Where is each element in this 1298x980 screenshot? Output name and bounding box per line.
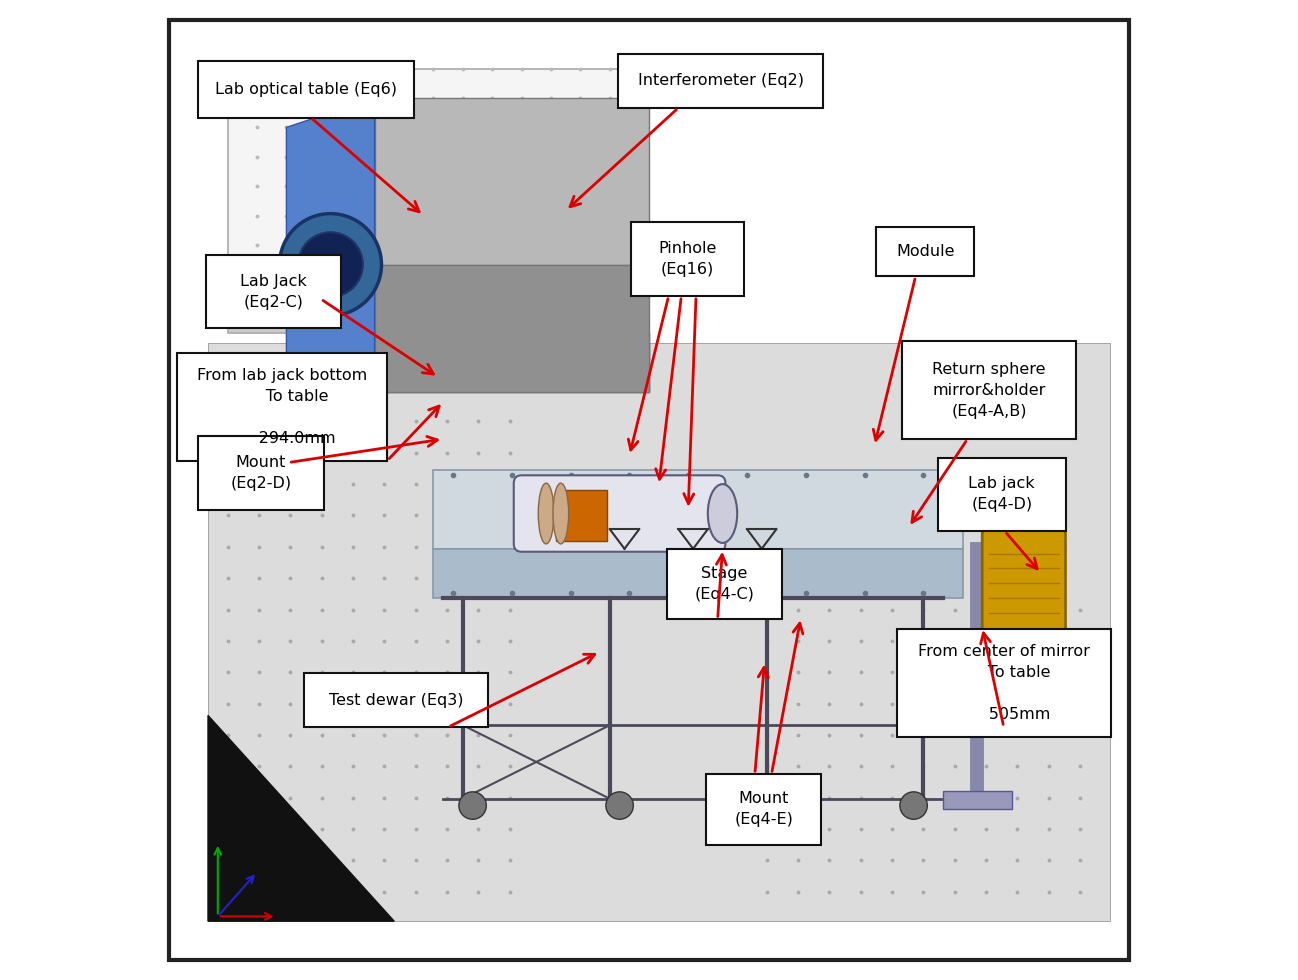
Text: From center of mirror
      To table

      505mm: From center of mirror To table 505mm [918, 644, 1090, 722]
FancyBboxPatch shape [206, 255, 341, 328]
Text: Lab jack
(Eq4-D): Lab jack (Eq4-D) [968, 476, 1035, 513]
FancyBboxPatch shape [983, 529, 1066, 632]
Text: From lab jack bottom
      To table

      294.0mm: From lab jack bottom To table 294.0mm [197, 368, 367, 446]
Text: Module: Module [896, 244, 954, 260]
FancyBboxPatch shape [667, 549, 783, 619]
Polygon shape [208, 343, 1110, 921]
Circle shape [279, 214, 382, 316]
Circle shape [763, 792, 790, 819]
Polygon shape [354, 333, 649, 392]
Circle shape [459, 792, 487, 819]
Text: Return sphere
mirror&holder
(Eq4-A,B): Return sphere mirror&holder (Eq4-A,B) [932, 362, 1046, 418]
FancyBboxPatch shape [944, 791, 1011, 808]
Text: Lab Jack: Lab Jack [462, 355, 532, 370]
Circle shape [299, 232, 363, 297]
Circle shape [606, 792, 633, 819]
Polygon shape [375, 98, 649, 265]
Text: Pinhole
(Eq16): Pinhole (Eq16) [658, 241, 716, 277]
Text: Stage
(Eq4-C): Stage (Eq4-C) [694, 566, 754, 602]
FancyBboxPatch shape [706, 774, 822, 845]
Text: Interferometer (Eq2): Interferometer (Eq2) [637, 74, 803, 88]
FancyBboxPatch shape [948, 637, 972, 676]
FancyBboxPatch shape [876, 227, 975, 276]
Text: Test dewar (Eq3): Test dewar (Eq3) [328, 693, 463, 708]
Ellipse shape [707, 484, 737, 543]
Polygon shape [208, 715, 395, 921]
FancyBboxPatch shape [514, 475, 726, 552]
Polygon shape [227, 69, 649, 265]
FancyBboxPatch shape [556, 490, 607, 541]
Text: Mount
(Eq2-D): Mount (Eq2-D) [230, 455, 292, 491]
Polygon shape [375, 265, 649, 392]
Circle shape [900, 792, 927, 819]
Polygon shape [287, 98, 375, 431]
FancyBboxPatch shape [177, 353, 387, 461]
FancyBboxPatch shape [902, 341, 1076, 439]
FancyBboxPatch shape [199, 61, 414, 118]
Polygon shape [227, 265, 649, 333]
FancyBboxPatch shape [169, 20, 1129, 960]
Text: Lab optical table (Eq6): Lab optical table (Eq6) [215, 81, 397, 97]
Ellipse shape [553, 483, 569, 544]
Text: Lab Jack
(Eq2-C): Lab Jack (Eq2-C) [240, 273, 308, 310]
FancyBboxPatch shape [897, 629, 1111, 737]
FancyBboxPatch shape [938, 458, 1066, 531]
Ellipse shape [539, 483, 554, 544]
FancyBboxPatch shape [199, 436, 323, 510]
Polygon shape [434, 549, 963, 598]
FancyBboxPatch shape [304, 673, 488, 727]
FancyBboxPatch shape [618, 54, 823, 108]
Polygon shape [434, 470, 963, 549]
Text: Mount
(Eq4-E): Mount (Eq4-E) [735, 792, 793, 827]
FancyBboxPatch shape [631, 222, 744, 296]
